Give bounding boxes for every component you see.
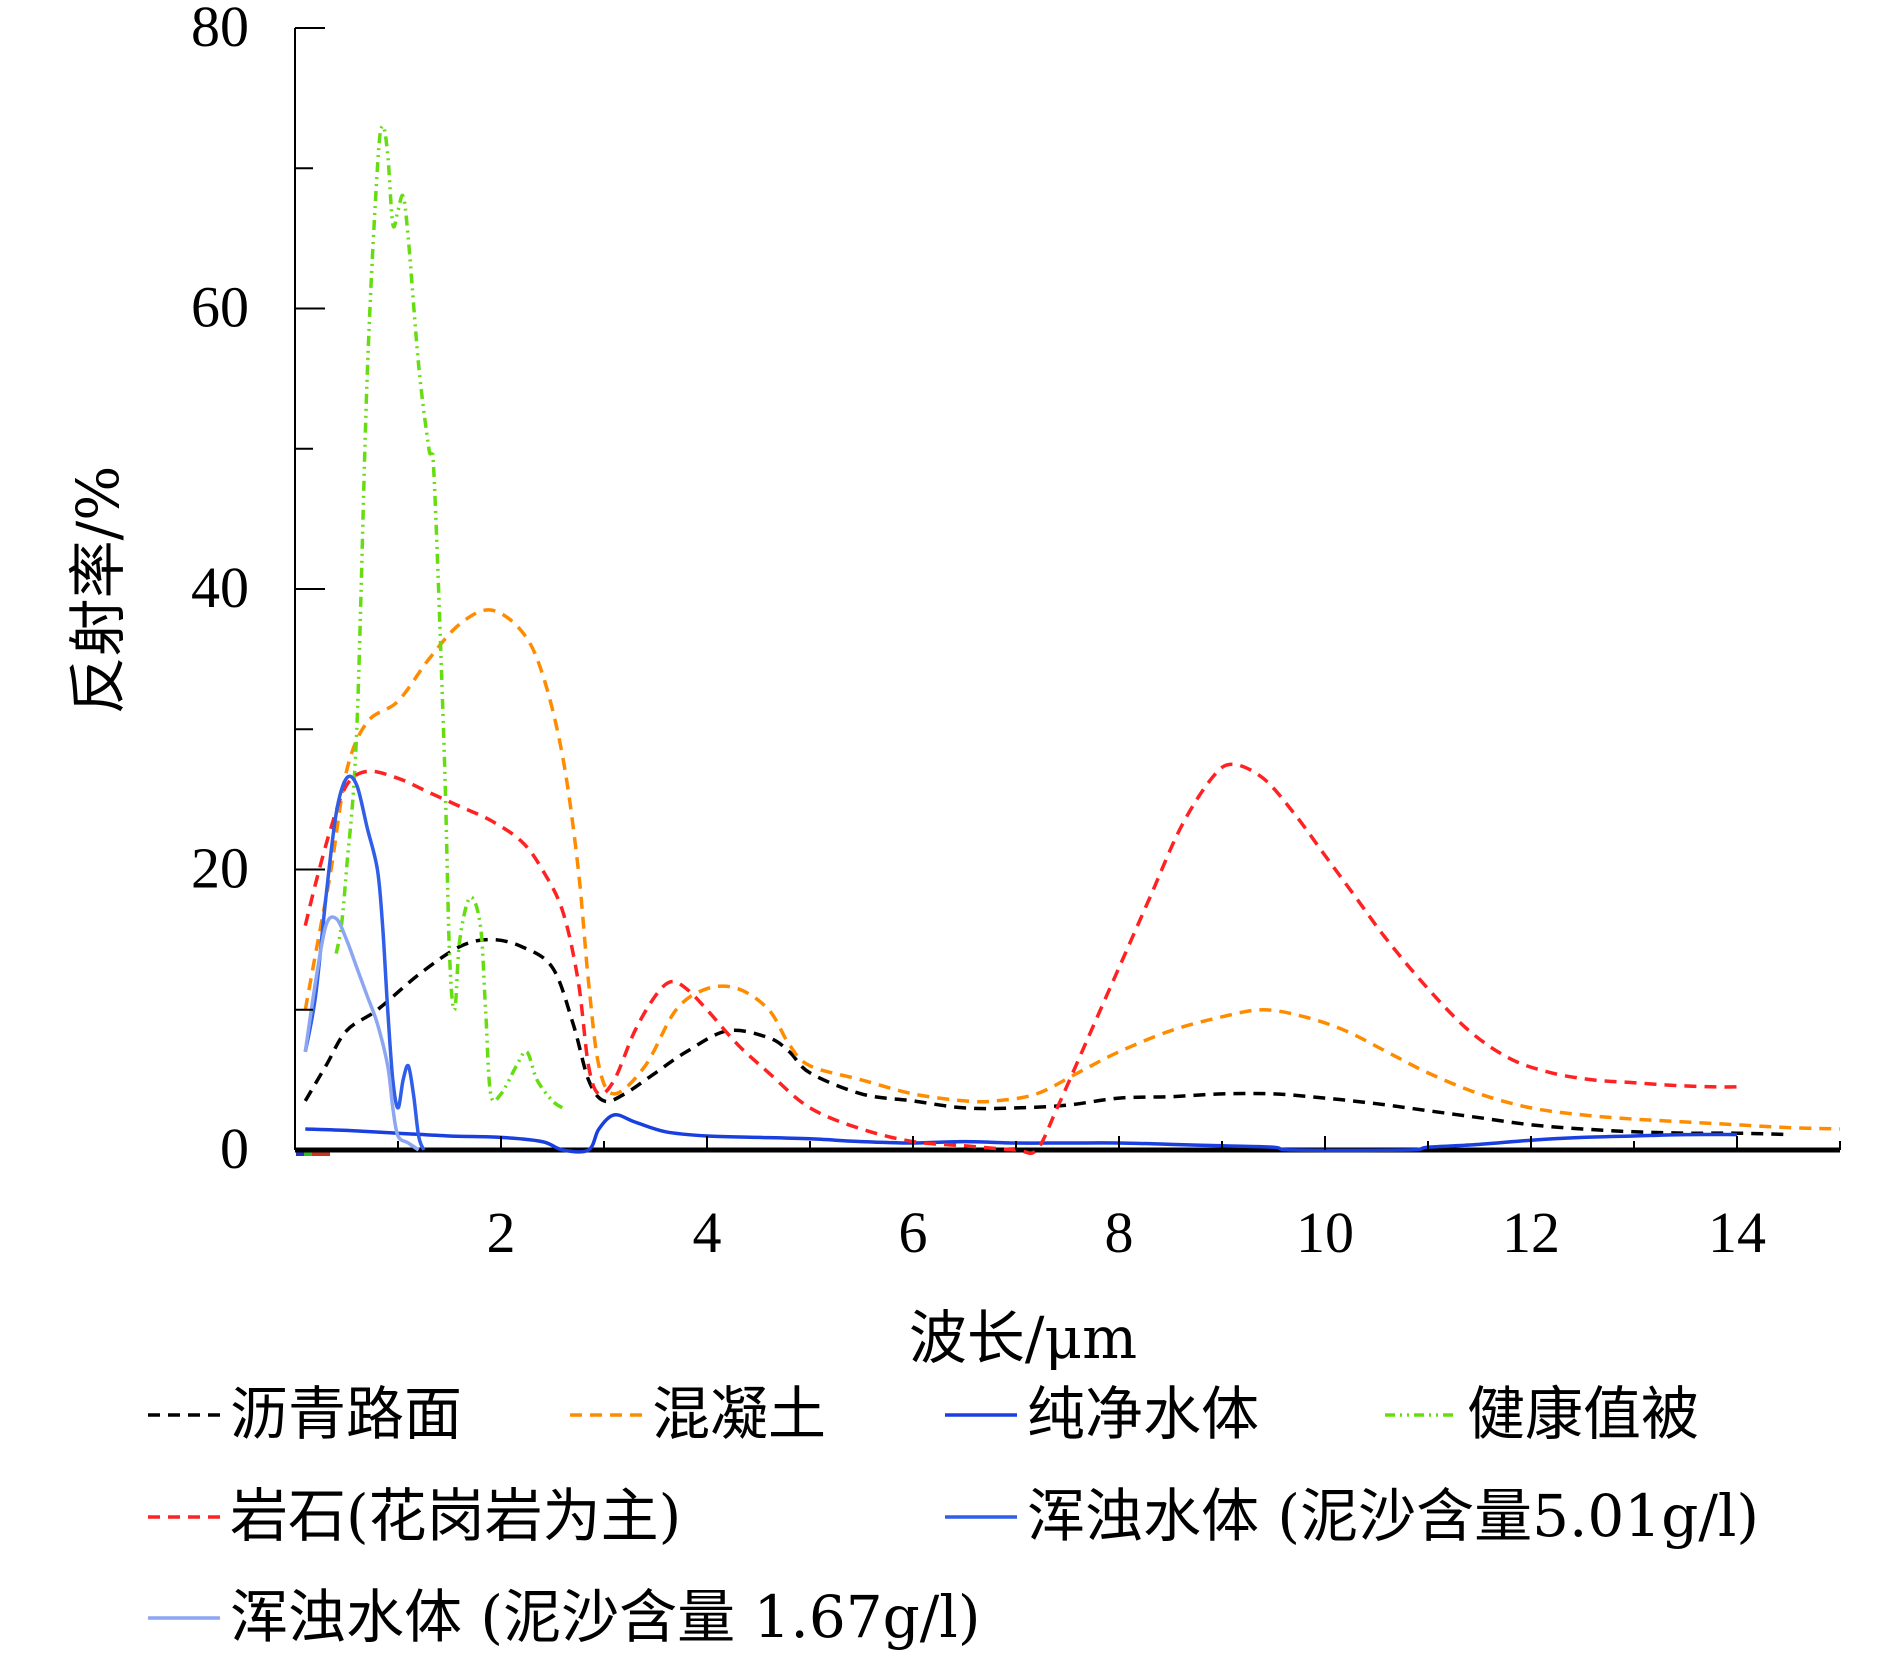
y-ticks: 0 20 40 60 80 xyxy=(191,0,325,1181)
x-ticks: 2 4 6 8 10 12 14 xyxy=(397,1136,1841,1265)
legend-label-1: 沥青路面 xyxy=(230,1380,462,1448)
y-tick-label: 60 xyxy=(191,275,249,340)
legend-label-6: 浑浊水体 (泥沙含量5.01g/l) xyxy=(1027,1482,1759,1550)
series-line-6 xyxy=(303,774,426,1151)
series-line-5 xyxy=(303,762,1738,1156)
series-line-3 xyxy=(305,1113,1738,1154)
y-tick-label: 80 xyxy=(191,0,249,59)
series-line-4 xyxy=(334,124,564,1110)
x-tick-label: 8 xyxy=(1105,1200,1134,1265)
legend-label-2: 混凝土 xyxy=(652,1380,826,1448)
y-tick-label: 20 xyxy=(191,836,249,901)
y-tick-label: 0 xyxy=(220,1116,249,1181)
series-line-1 xyxy=(303,937,1789,1137)
x-tick-label: 6 xyxy=(899,1200,928,1265)
series-line-2 xyxy=(303,608,1841,1131)
legend-label-5: 岩石(花岗岩为主) xyxy=(230,1482,681,1550)
x-tick-label: 14 xyxy=(1708,1200,1766,1265)
x-tick-label: 10 xyxy=(1296,1200,1354,1265)
legend-label-7: 浑浊水体 (泥沙含量 1.67g/l) xyxy=(230,1583,981,1651)
plot-area: 2 4 6 8 10 12 14 0 20 40 60 80 xyxy=(191,0,1841,1265)
series-group xyxy=(303,124,1841,1156)
x-tick-label: 2 xyxy=(487,1200,516,1265)
x-tick-label: 12 xyxy=(1502,1200,1560,1265)
x-axis-title: 波长/μm xyxy=(909,1304,1137,1372)
y-axis-title: 反射率/% xyxy=(64,466,132,715)
x-tick-label: 4 xyxy=(693,1200,722,1265)
legend-label-4: 健康值被 xyxy=(1467,1380,1699,1448)
legend-label-3: 纯净水体 xyxy=(1027,1380,1259,1448)
y-tick-label: 40 xyxy=(191,555,249,620)
series-line-7 xyxy=(303,915,420,1152)
